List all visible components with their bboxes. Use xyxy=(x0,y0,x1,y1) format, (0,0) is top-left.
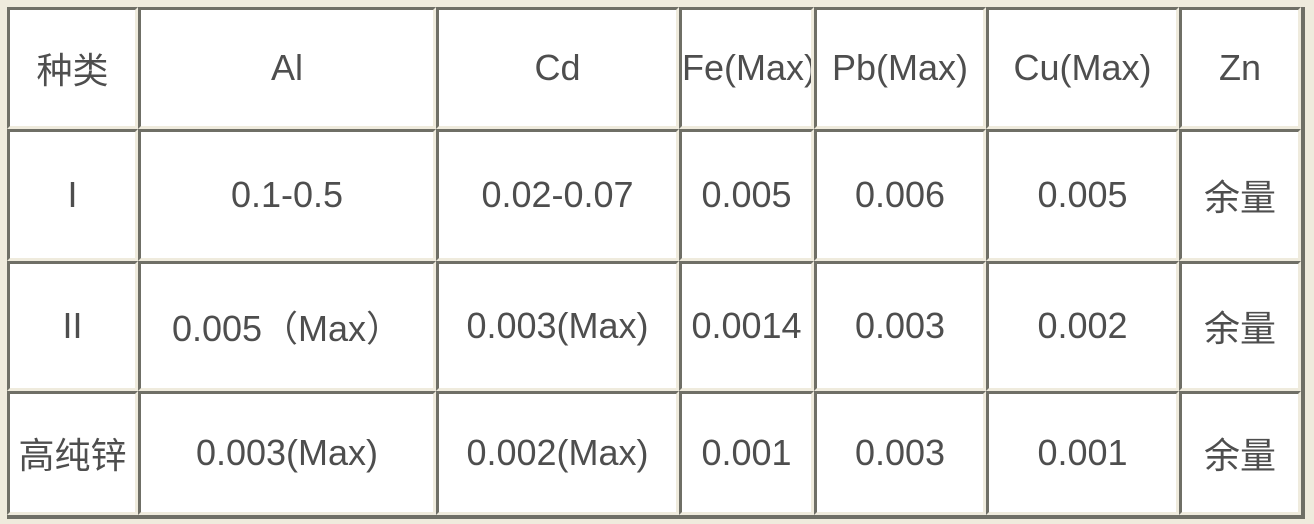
cell-pb-value: 0.003 xyxy=(814,261,986,391)
cell-zn-value: 余量 xyxy=(1179,261,1301,391)
cell-fe-value: 0.001 xyxy=(679,391,814,515)
cell-grade-label: 高纯锌 xyxy=(7,391,138,515)
header-cell-pb-max: Pb(Max) xyxy=(814,7,986,129)
cell-zn-value: 余量 xyxy=(1179,129,1301,261)
cell-al-value: 0.003(Max) xyxy=(138,391,436,515)
header-cell-cd: Cd xyxy=(436,7,679,129)
header-cell-al: Al xyxy=(138,7,436,129)
zinc-purity-spec-table: 种类 Al Cd Fe(Max) Pb(Max) Cu(Max) Zn I 0.… xyxy=(7,7,1305,519)
cell-cu-value: 0.001 xyxy=(986,391,1179,515)
header-cell-zn: Zn xyxy=(1179,7,1301,129)
header-cell-cu-max: Cu(Max) xyxy=(986,7,1179,129)
cell-cu-value: 0.005 xyxy=(986,129,1179,261)
cell-cd-value: 0.02-0.07 xyxy=(436,129,679,261)
cell-cd-value: 0.002(Max) xyxy=(436,391,679,515)
header-cell-type: 种类 xyxy=(7,7,138,129)
cell-fe-value: 0.005 xyxy=(679,129,814,261)
header-cell-fe-max: Fe(Max) xyxy=(679,7,814,129)
cell-pb-value: 0.006 xyxy=(814,129,986,261)
table-row-grade-1: I 0.1-0.5 0.02-0.07 0.005 0.006 0.005 余量 xyxy=(7,129,1301,261)
cell-grade-label: I xyxy=(7,129,138,261)
table-row-grade-2: II 0.005（Max） 0.003(Max) 0.0014 0.003 0.… xyxy=(7,261,1301,391)
cell-pb-value: 0.003 xyxy=(814,391,986,515)
cell-grade-label: II xyxy=(7,261,138,391)
table-header-row: 种类 Al Cd Fe(Max) Pb(Max) Cu(Max) Zn xyxy=(7,7,1301,129)
cell-zn-value: 余量 xyxy=(1179,391,1301,515)
cell-cu-value: 0.002 xyxy=(986,261,1179,391)
table-row-high-purity-zinc: 高纯锌 0.003(Max) 0.002(Max) 0.001 0.003 0.… xyxy=(7,391,1301,515)
cell-al-value: 0.005（Max） xyxy=(138,261,436,391)
cell-fe-value: 0.0014 xyxy=(679,261,814,391)
cell-cd-value: 0.003(Max) xyxy=(436,261,679,391)
cell-al-value: 0.1-0.5 xyxy=(138,129,436,261)
